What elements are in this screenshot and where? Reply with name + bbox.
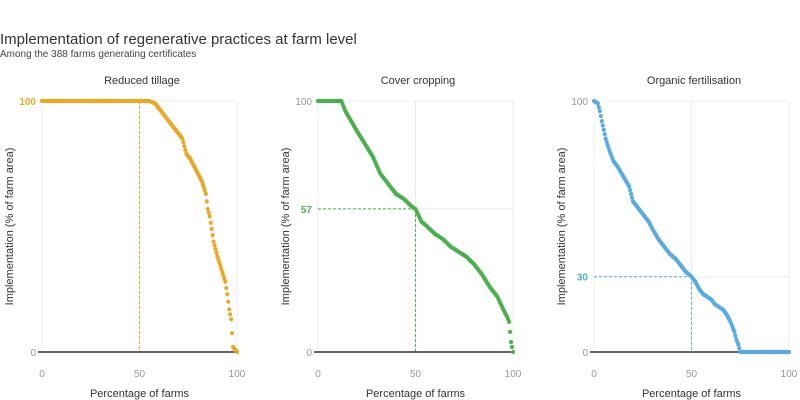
- panel-title-cover-cropping: Cover cropping: [380, 75, 456, 87]
- organic-fertilisation-y-tick-label-100: 100: [571, 97, 588, 108]
- organic-fertilisation-data-point: [597, 108, 602, 114]
- organic-fertilisation-y-tick-label-30: 30: [577, 273, 589, 284]
- reduced-tillage-y-axis-label: Implementation (% of farm area): [4, 148, 16, 306]
- organic-fertilisation-y-axis-label: Implementation (% of farm area): [556, 148, 568, 306]
- cover-cropping-data-point: [508, 339, 514, 345]
- reduced-tillage-y-tick-label-0: 0: [30, 348, 36, 359]
- reduced-tillage-data-point: [180, 136, 185, 141]
- reduced-tillage-y-tick-label-100: 100: [19, 97, 36, 108]
- organic-fertilisation-x-tick-label-50: 50: [686, 369, 698, 380]
- reduced-tillage-data-point: [227, 307, 232, 312]
- cover-cropping-x-axis-label: Percentage of farms: [366, 388, 466, 400]
- reduced-tillage-data-point: [204, 199, 209, 204]
- organic-fertilisation-data-point: [600, 123, 605, 128]
- reduced-tillage-data-point: [212, 243, 217, 248]
- organic-fertilisation-data-point: [595, 101, 601, 106]
- panel-title-organic-fertilisation: Organic fertilisation: [646, 75, 742, 87]
- cover-cropping-y-tick-label-100: 100: [295, 97, 312, 108]
- organic-fertilisation-x-axis-label: Percentage of farms: [642, 388, 742, 400]
- reduced-tillage-data-point: [182, 144, 187, 149]
- reduced-tillage-data-point: [229, 317, 234, 322]
- organic-fertilisation-x-tick-label-0: 0: [591, 369, 597, 380]
- reduced-tillage-data-point: [208, 220, 213, 225]
- cover-cropping-data-point: [507, 319, 512, 324]
- reduced-tillage-data-point: [224, 285, 229, 291]
- organic-fertilisation-data-point: [732, 329, 737, 335]
- reduced-tillage-data-point: [234, 349, 240, 355]
- cover-cropping-data-point: [510, 349, 516, 355]
- reduced-tillage-x-tick-label-100: 100: [229, 369, 246, 380]
- reduced-tillage-data-point: [230, 331, 235, 336]
- reduced-tillage-data-point: [183, 147, 188, 153]
- reduced-tillage-x-tick-label-0: 0: [39, 369, 45, 380]
- reduced-tillage-data-point: [206, 210, 211, 215]
- organic-fertilisation-data-point: [737, 346, 742, 351]
- reduced-tillage-data-point: [213, 246, 218, 252]
- cover-cropping-y-axis-label: Implementation (% of farm area): [280, 148, 292, 306]
- reduced-tillage-data-point: [181, 140, 186, 145]
- cover-cropping-x-tick-label-100: 100: [505, 369, 522, 380]
- organic-fertilisation-data-point: [599, 118, 604, 124]
- reduced-tillage-data-point: [223, 279, 228, 284]
- organic-fertilisation-data-point: [601, 127, 606, 132]
- organic-fertilisation-data-point: [786, 349, 792, 355]
- organic-fertilisation-y-tick-label-0: 0: [582, 348, 588, 359]
- cover-cropping-x-tick-label-50: 50: [410, 369, 422, 380]
- chart-subtitle: Among the 388 farms generating certifica…: [0, 49, 197, 60]
- reduced-tillage-data-point: [209, 226, 214, 232]
- reduced-tillage-x-axis-label: Percentage of farms: [90, 388, 190, 400]
- cover-cropping-x-tick-label-0: 0: [315, 369, 321, 380]
- organic-fertilisation-data-point: [627, 188, 633, 193]
- organic-fertilisation-data-point: [628, 191, 634, 196]
- cover-cropping-data-point: [507, 329, 513, 335]
- chart-title: Implementation of regenerative practices…: [0, 31, 357, 48]
- organic-fertilisation-x-tick-label-100: 100: [781, 369, 798, 380]
- organic-fertilisation-data-point: [736, 342, 741, 347]
- reduced-tillage-x-tick-label-50: 50: [134, 369, 146, 380]
- organic-fertilisation-data-point: [733, 333, 738, 338]
- cover-cropping-data-point: [509, 344, 515, 350]
- reduced-tillage-data-point: [203, 191, 208, 196]
- organic-fertilisation-data-point: [598, 113, 603, 119]
- reduced-tillage-data-point: [210, 233, 215, 238]
- organic-fertilisation-data-point: [596, 105, 601, 110]
- organic-fertilisation-data-point: [627, 184, 632, 189]
- panel-title-reduced-tillage: Reduced tillage: [104, 75, 180, 87]
- reduced-tillage-data-point: [211, 239, 216, 244]
- cover-cropping-y-tick-label-57: 57: [301, 205, 313, 216]
- organic-fertilisation-data-point: [602, 132, 607, 137]
- reduced-tillage-data-point: [214, 250, 219, 255]
- cover-cropping-y-tick-label-0: 0: [306, 348, 312, 359]
- organic-fertilisation-data-point: [629, 195, 635, 200]
- reduced-tillage-data-point: [205, 206, 210, 212]
- reduced-tillage-data-point: [225, 292, 230, 297]
- reduced-tillage-data-point: [226, 299, 231, 304]
- reduced-tillage-data-point: [228, 312, 233, 317]
- reduced-tillage-data-point: [207, 214, 212, 219]
